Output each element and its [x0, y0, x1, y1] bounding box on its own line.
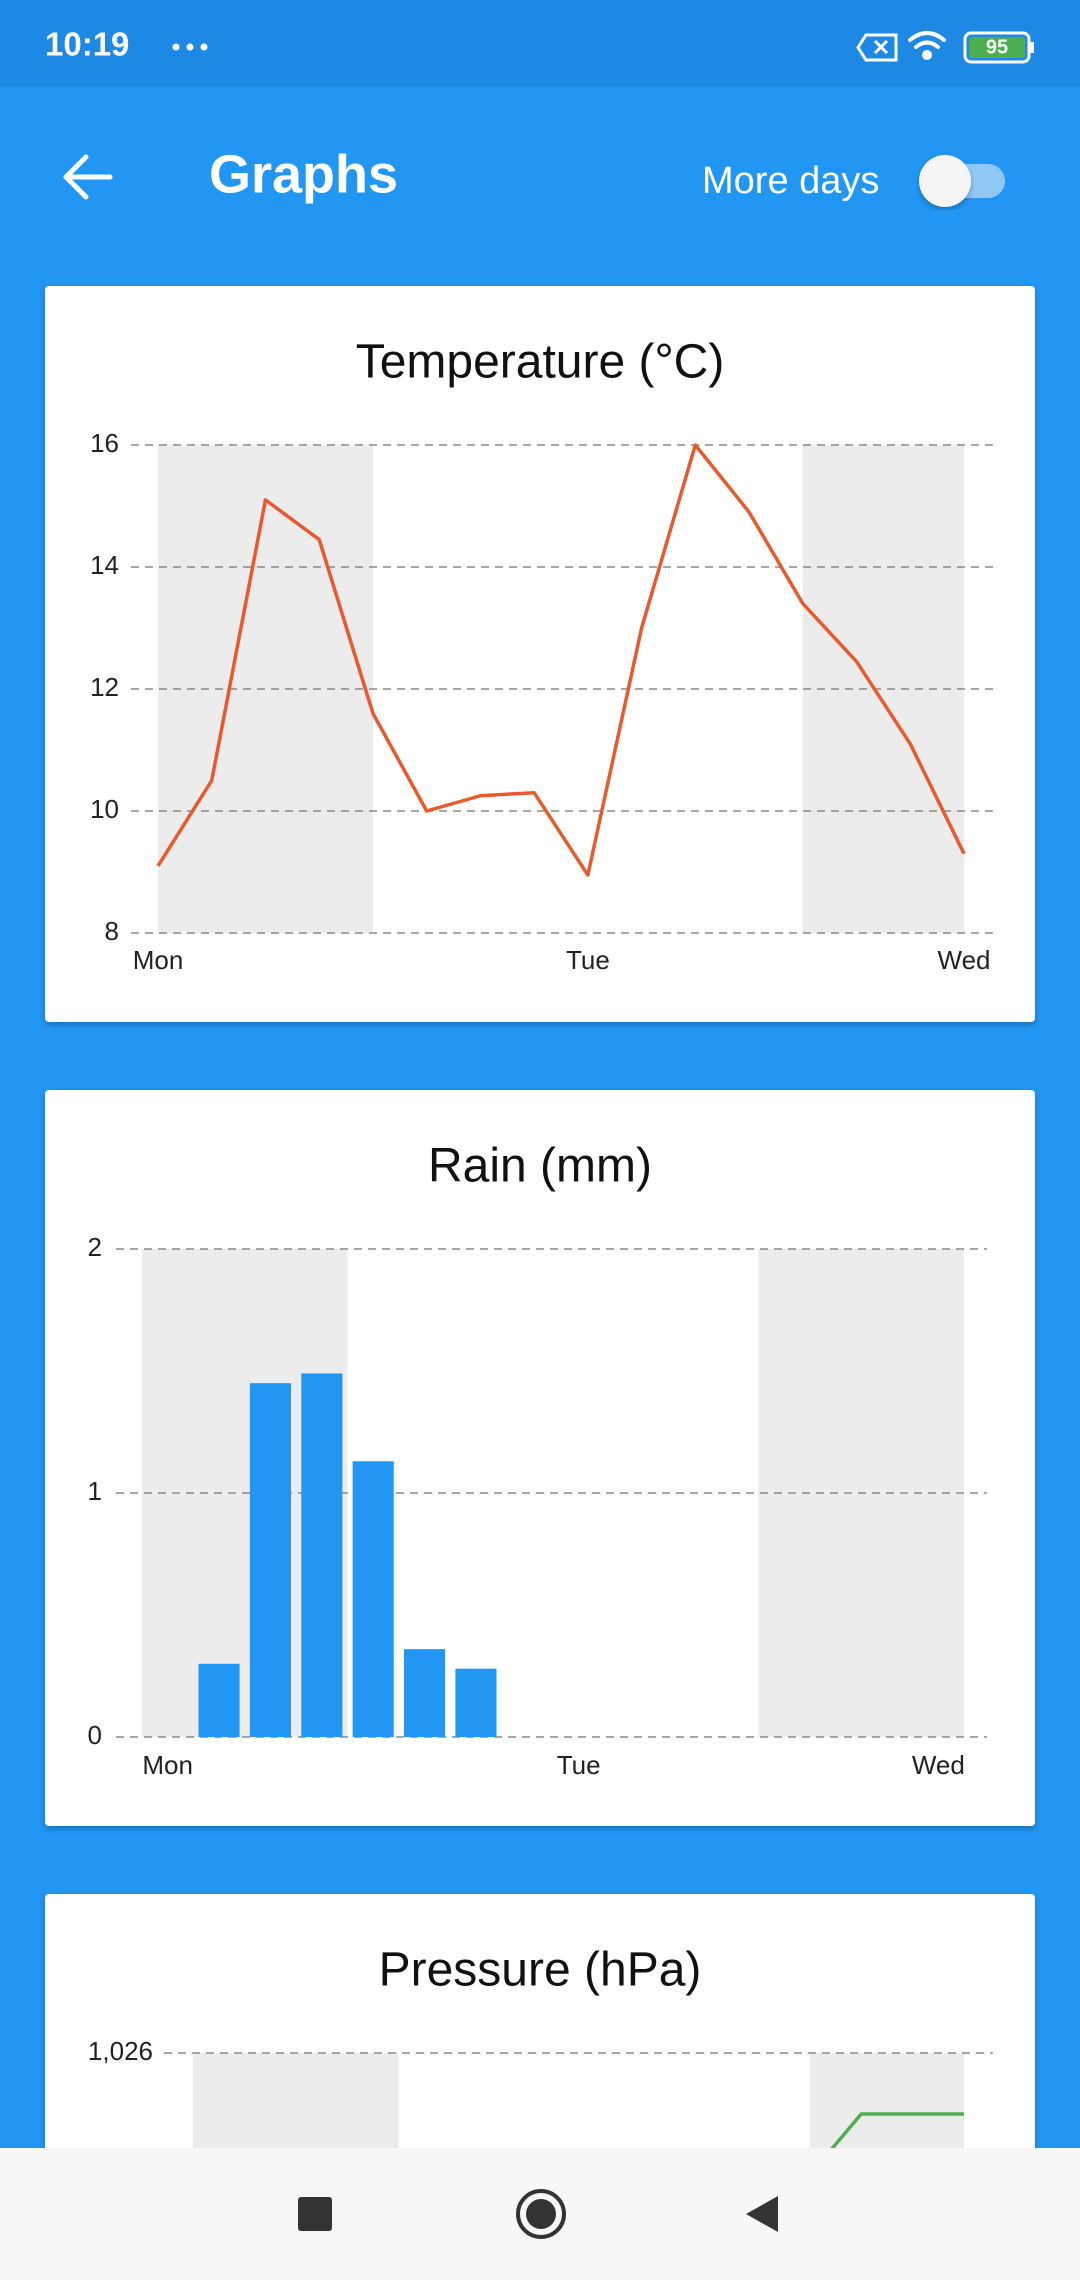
status-bar: [0, 0, 1080, 87]
x-tick-label: Tue: [557, 1750, 601, 1780]
status-dots: [172, 43, 208, 51]
chart-title: Rain (mm): [428, 1140, 652, 1193]
line: [808, 2112, 964, 2177]
line: [156, 443, 966, 877]
y-tick-label: 1,026: [88, 2036, 153, 2066]
recents-button[interactable]: [298, 2197, 332, 2231]
bar: [352, 1461, 394, 1737]
y-tick-label: 12: [90, 672, 119, 702]
battery-icon: [963, 31, 1034, 64]
x-tick-label: Tue: [566, 945, 610, 975]
toggle-label: More days: [702, 160, 879, 202]
back-button[interactable]: [63, 154, 113, 200]
app-title: Graphs: [209, 144, 398, 204]
shaded-band: [802, 445, 964, 933]
bar: [198, 1663, 240, 1737]
y-tick-label: 0: [88, 1720, 102, 1750]
y-tick-label: 16: [90, 428, 119, 458]
x-tick-label: Wed: [938, 945, 991, 975]
back-nav-button[interactable]: [746, 2196, 778, 2232]
y-tick-label: 8: [105, 916, 119, 946]
bar: [301, 1373, 343, 1737]
y-tick-label: 10: [90, 794, 119, 824]
y-tick-label: 14: [90, 550, 119, 580]
x-tick-label: Mon: [133, 945, 184, 975]
y-tick-label: 2: [88, 1232, 102, 1262]
battery-level: 95: [986, 36, 1008, 58]
wifi-icon: [908, 31, 946, 60]
x-tick-label: Mon: [142, 1750, 193, 1780]
sim-icon: [856, 33, 898, 62]
home-button[interactable]: [516, 2189, 566, 2239]
bar: [249, 1383, 291, 1737]
status-time: 10:19: [45, 26, 129, 63]
y-tick-label: 1: [88, 1476, 102, 1506]
chart-title: Temperature (°C): [356, 336, 725, 389]
more-days-toggle[interactable]: [919, 155, 1005, 207]
bar: [404, 1649, 446, 1737]
chart-title: Pressure (hPa): [379, 1944, 702, 1997]
bar: [455, 1668, 497, 1737]
x-tick-label: Wed: [912, 1750, 965, 1780]
